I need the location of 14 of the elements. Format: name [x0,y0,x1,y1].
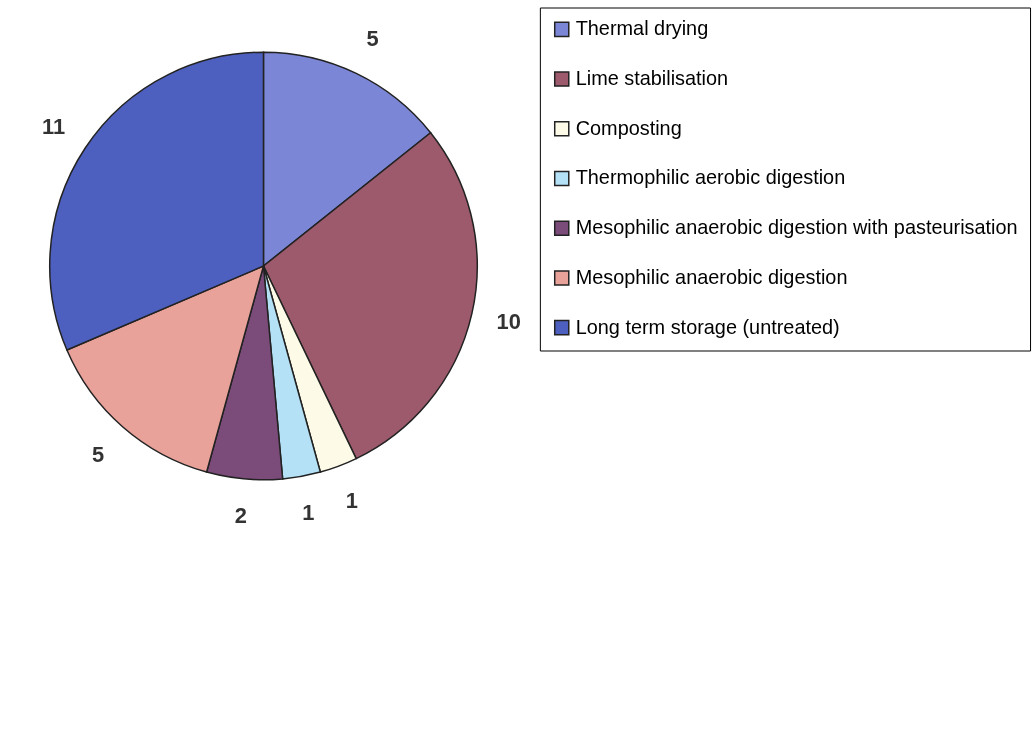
data-label: 5 [91,442,105,468]
data-label: 5 [366,26,379,52]
data-label: 11 [41,114,66,140]
data-label: 1 [345,488,358,514]
data-label: 2 [234,503,248,529]
legend-label: Thermal drying [575,17,709,40]
legend-label: Mesophilic anaerobic digestion with pasteurisation [575,216,1018,239]
legend-label: Composting [575,116,682,139]
legend-label: Mesophilic anaerobic digestion [575,265,848,288]
legend-label: Thermophilic aerobic digestion [575,166,846,189]
legend-label: Long term storage (untreated) [575,315,840,338]
data-label: 1 [302,500,315,526]
data-label: 10 [496,308,521,334]
legend-label: Lime stabilisation [575,67,729,90]
